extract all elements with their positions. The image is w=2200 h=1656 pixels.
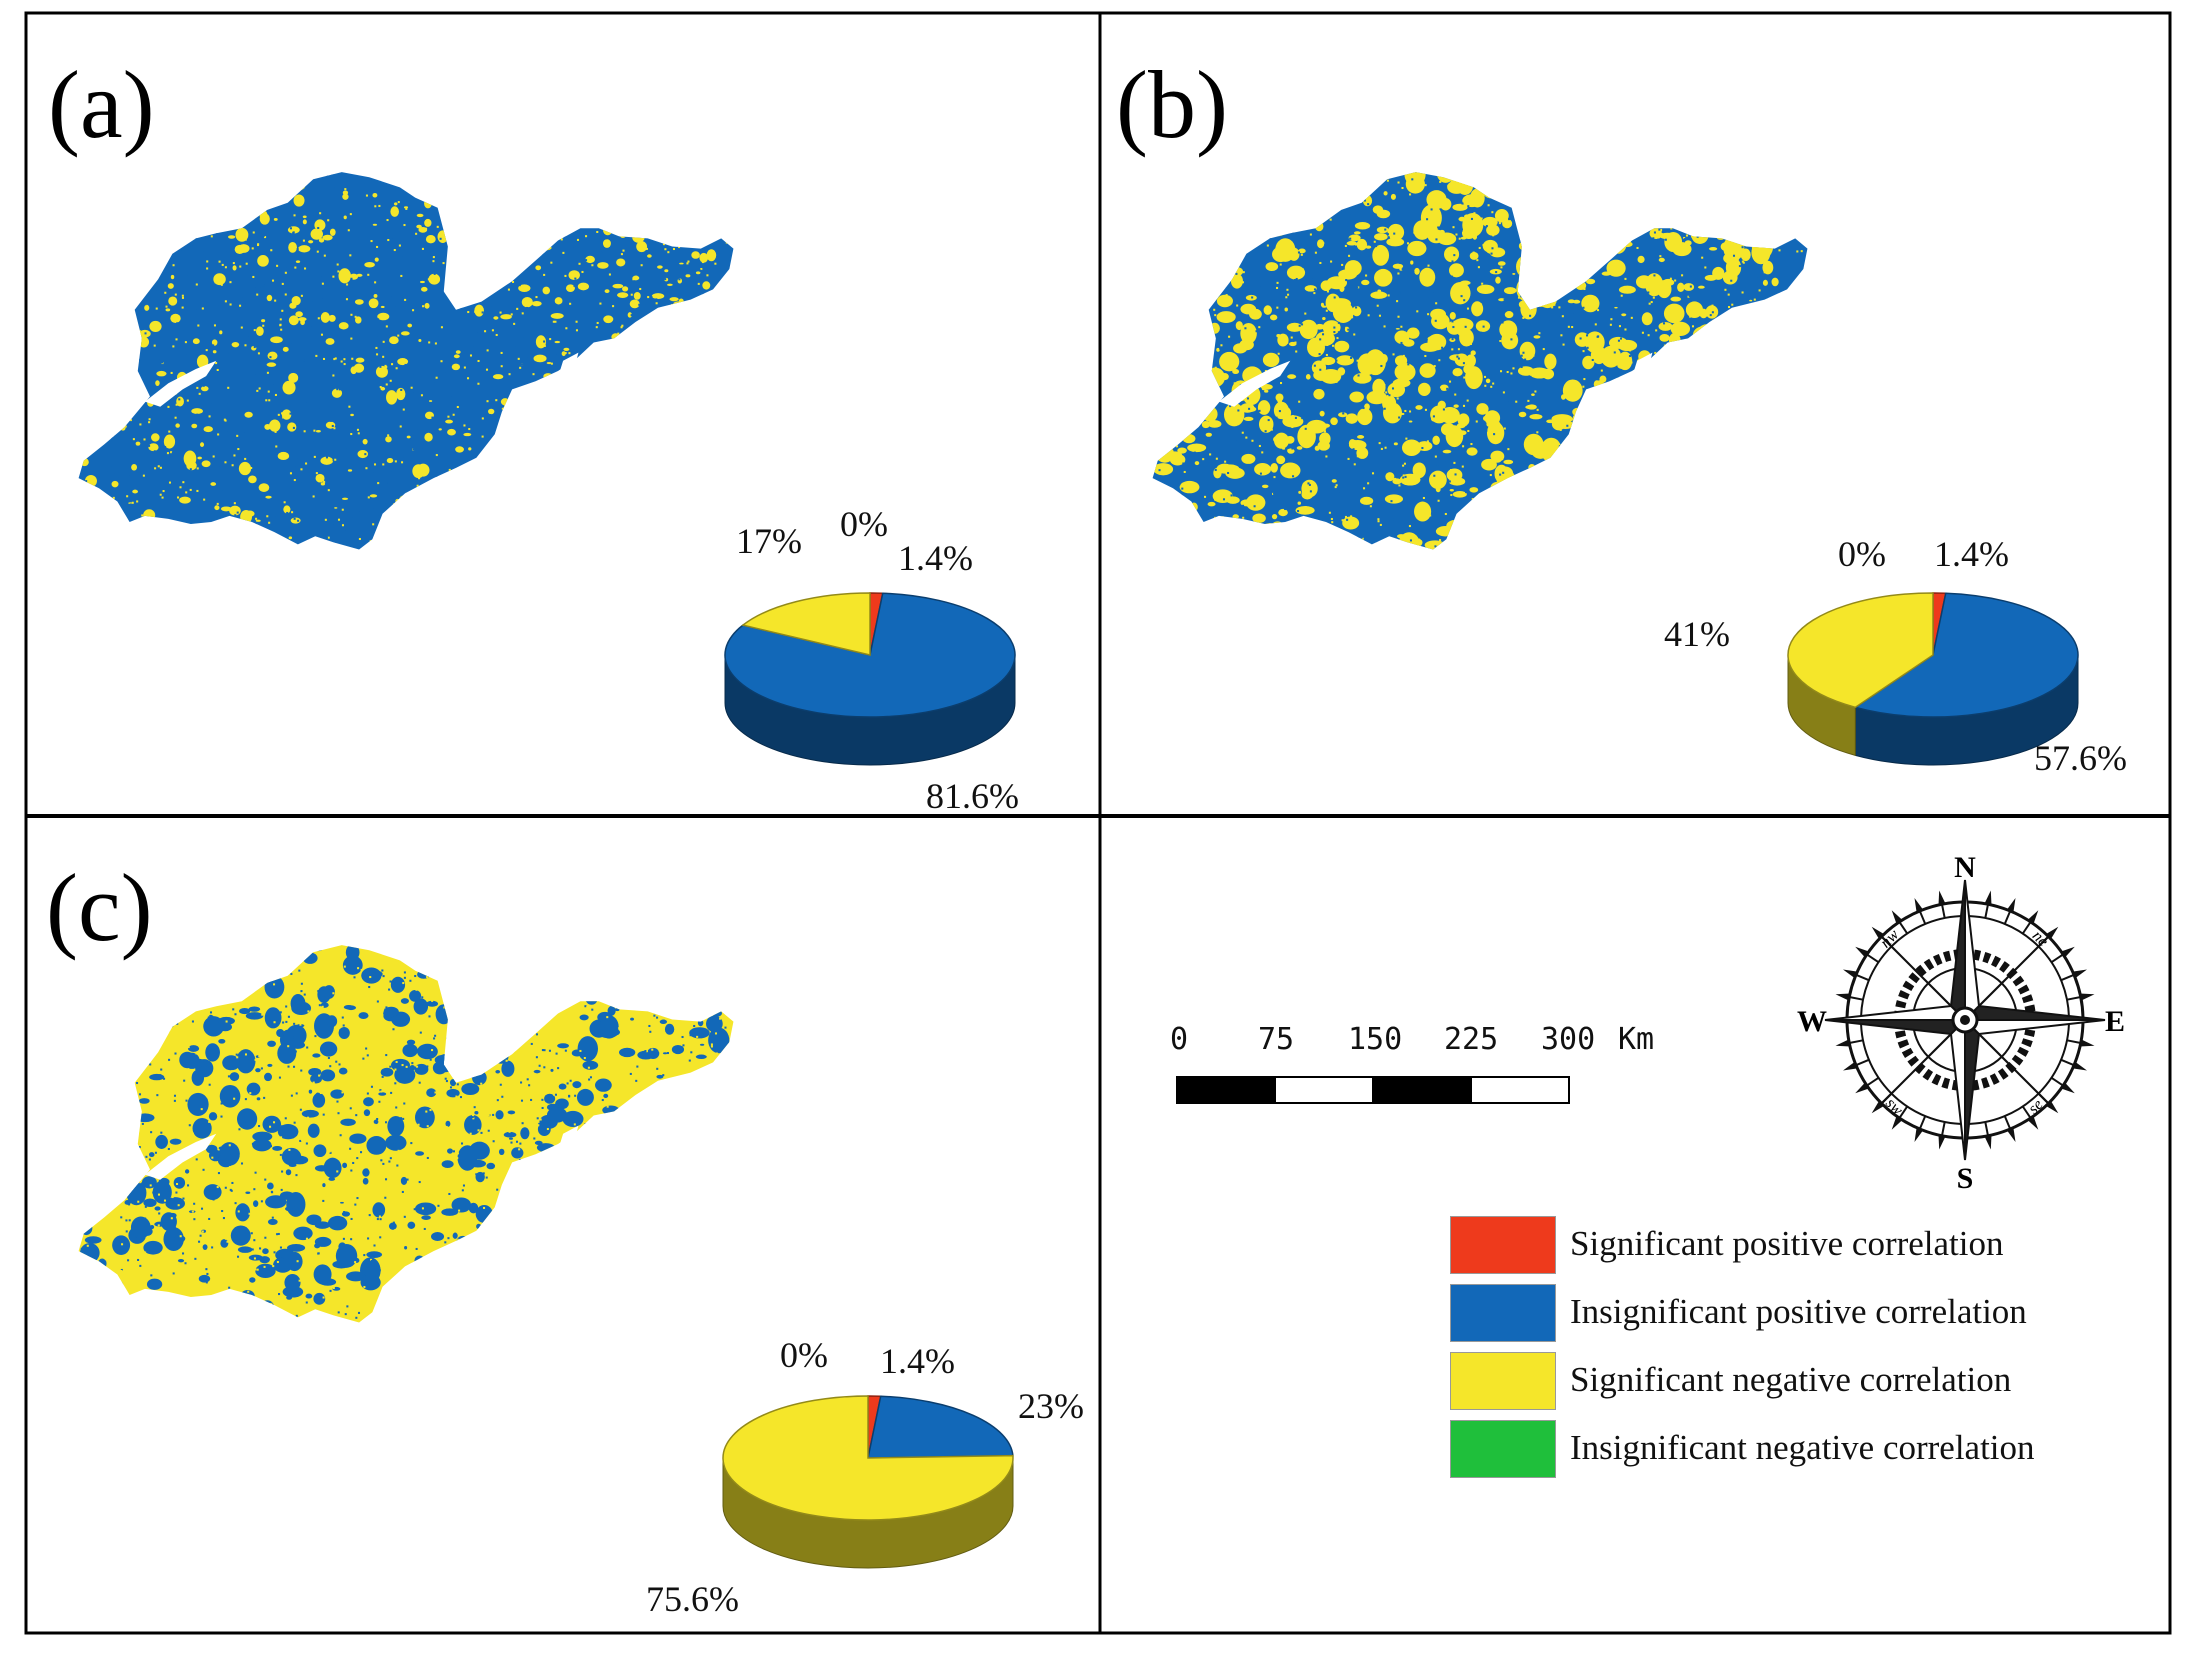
pie-c-label-pos: 1.4% xyxy=(880,1341,955,1381)
panel-b: (b) 41% 0% 1.4% 57.6% xyxy=(1102,15,2168,814)
legend-swatch-sig-neg xyxy=(1450,1352,1556,1410)
compass-e: E xyxy=(2105,1005,2125,1038)
legend-swatch-sig-pos xyxy=(1450,1216,1556,1274)
pie-c-label-inspos: 23% xyxy=(1018,1386,1084,1426)
panel-a-label: (a) xyxy=(48,51,155,158)
map-b xyxy=(1152,172,2079,766)
legend-item-insig-pos: Insignificant positive correlation xyxy=(1450,1284,2150,1344)
legend-item-insig-neg: Insignificant negative correlation xyxy=(1450,1420,2150,1480)
scale-tick-300: 300 xyxy=(1541,1022,1596,1057)
pie-1-slice-1 xyxy=(1853,592,2079,718)
scale-tick-0: 0 xyxy=(1170,1022,1189,1057)
legend-swatch-insig-pos xyxy=(1450,1284,1556,1342)
panel-legend xyxy=(1102,818,2168,1631)
pie-b-label-insneg: 0% xyxy=(1838,534,1886,574)
legend-label-sig-pos: Significant positive correlation xyxy=(1570,1224,2004,1263)
scale-tick-225: 225 xyxy=(1444,1022,1499,1057)
north-arrow-compass: N S E W nw ne sw se xyxy=(1797,851,2125,1190)
map-region-1 xyxy=(1152,172,1808,550)
legend-item-sig-pos: Significant positive correlation xyxy=(1450,1216,2150,1276)
pie-a-label-inspos: 81.6% xyxy=(926,776,1019,816)
pie-b-label-inspos: 57.6% xyxy=(2034,738,2127,778)
pie-a-label-insneg: 0% xyxy=(840,504,888,544)
panel-a: (a) 17% 0% 1.4% 81.6% xyxy=(28,15,1098,816)
pie-c-label-insneg: 0% xyxy=(780,1335,828,1375)
pie-0-slice-2 xyxy=(741,592,871,656)
panel-c: (c) 0% 1.4% 23% 75.6% xyxy=(28,818,1098,1631)
pie-2-slice-2 xyxy=(722,1395,1014,1521)
scale-tick-150: 150 xyxy=(1348,1022,1403,1057)
legend-label-insig-pos: Insignificant positive correlation xyxy=(1570,1292,2027,1331)
pie-a-label-pos: 1.4% xyxy=(898,538,973,578)
compass-s: S xyxy=(1957,1162,1974,1190)
map-c xyxy=(78,945,1014,1569)
pie-b-label-pos: 1.4% xyxy=(1934,534,2009,574)
scale-bar-graphic xyxy=(1176,1076,1570,1104)
scale-unit: Km xyxy=(1618,1022,1655,1057)
pie-a-label-neg: 17% xyxy=(736,521,802,561)
panel-b-label: (b) xyxy=(1116,51,1228,158)
map-a xyxy=(78,172,1016,766)
legend-item-sig-neg: Significant negative correlation xyxy=(1450,1352,2150,1412)
pie-2-slice-1 xyxy=(867,1395,1014,1459)
compass-n: N xyxy=(1954,851,1976,884)
panel-c-label: (c) xyxy=(46,854,153,961)
compass-ne: ne xyxy=(2029,927,2052,950)
compass-nw: nw xyxy=(1877,926,1902,951)
pie-b-label-neg: 41% xyxy=(1664,614,1730,654)
legend-label-sig-neg: Significant negative correlation xyxy=(1570,1360,2012,1399)
legend-swatch-insig-neg xyxy=(1450,1420,1556,1478)
pie-c-label-neg: 75.6% xyxy=(646,1579,739,1619)
legend-label-insig-neg: Insignificant negative correlation xyxy=(1570,1428,2035,1467)
scale-tick-75: 75 xyxy=(1258,1022,1295,1057)
pie-1-slice-2 xyxy=(1787,592,1934,709)
compass-w: W xyxy=(1797,1005,1827,1038)
